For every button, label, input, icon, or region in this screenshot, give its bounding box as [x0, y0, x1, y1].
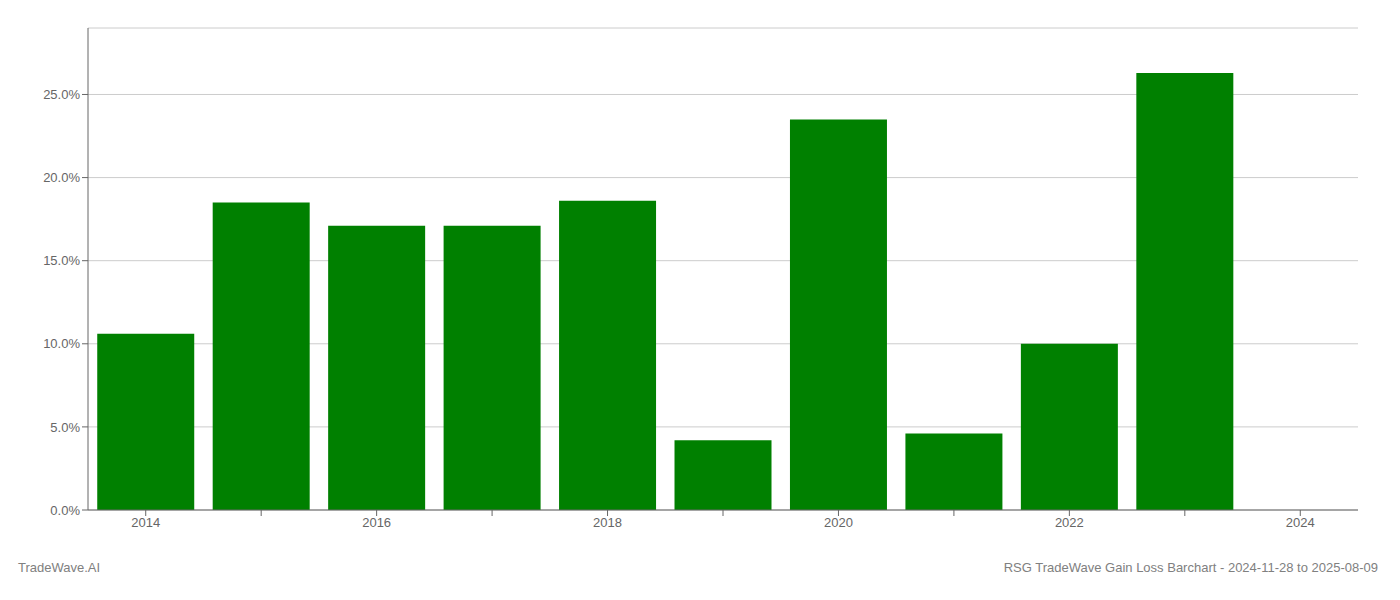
- svg-text:2024: 2024: [1286, 515, 1315, 530]
- svg-text:0.0%: 0.0%: [50, 503, 80, 518]
- svg-text:25.0%: 25.0%: [43, 87, 80, 102]
- svg-text:15.0%: 15.0%: [43, 253, 80, 268]
- svg-text:2016: 2016: [362, 515, 391, 530]
- svg-text:10.0%: 10.0%: [43, 336, 80, 351]
- svg-text:2022: 2022: [1055, 515, 1084, 530]
- svg-text:5.0%: 5.0%: [50, 420, 80, 435]
- svg-text:20.0%: 20.0%: [43, 170, 80, 185]
- html-text:TradeWave.AI: TradeWave.AI: [18, 560, 101, 575]
- svg-text:2014: 2014: [131, 515, 160, 530]
- html-text:RSG TradeWave Gain Loss Barcha: RSG TradeWave Gain Loss Barchart - 2024-…: [1003, 560, 1378, 575]
- svg-text:2018: 2018: [593, 515, 622, 530]
- svg-text:2020: 2020: [824, 515, 853, 530]
